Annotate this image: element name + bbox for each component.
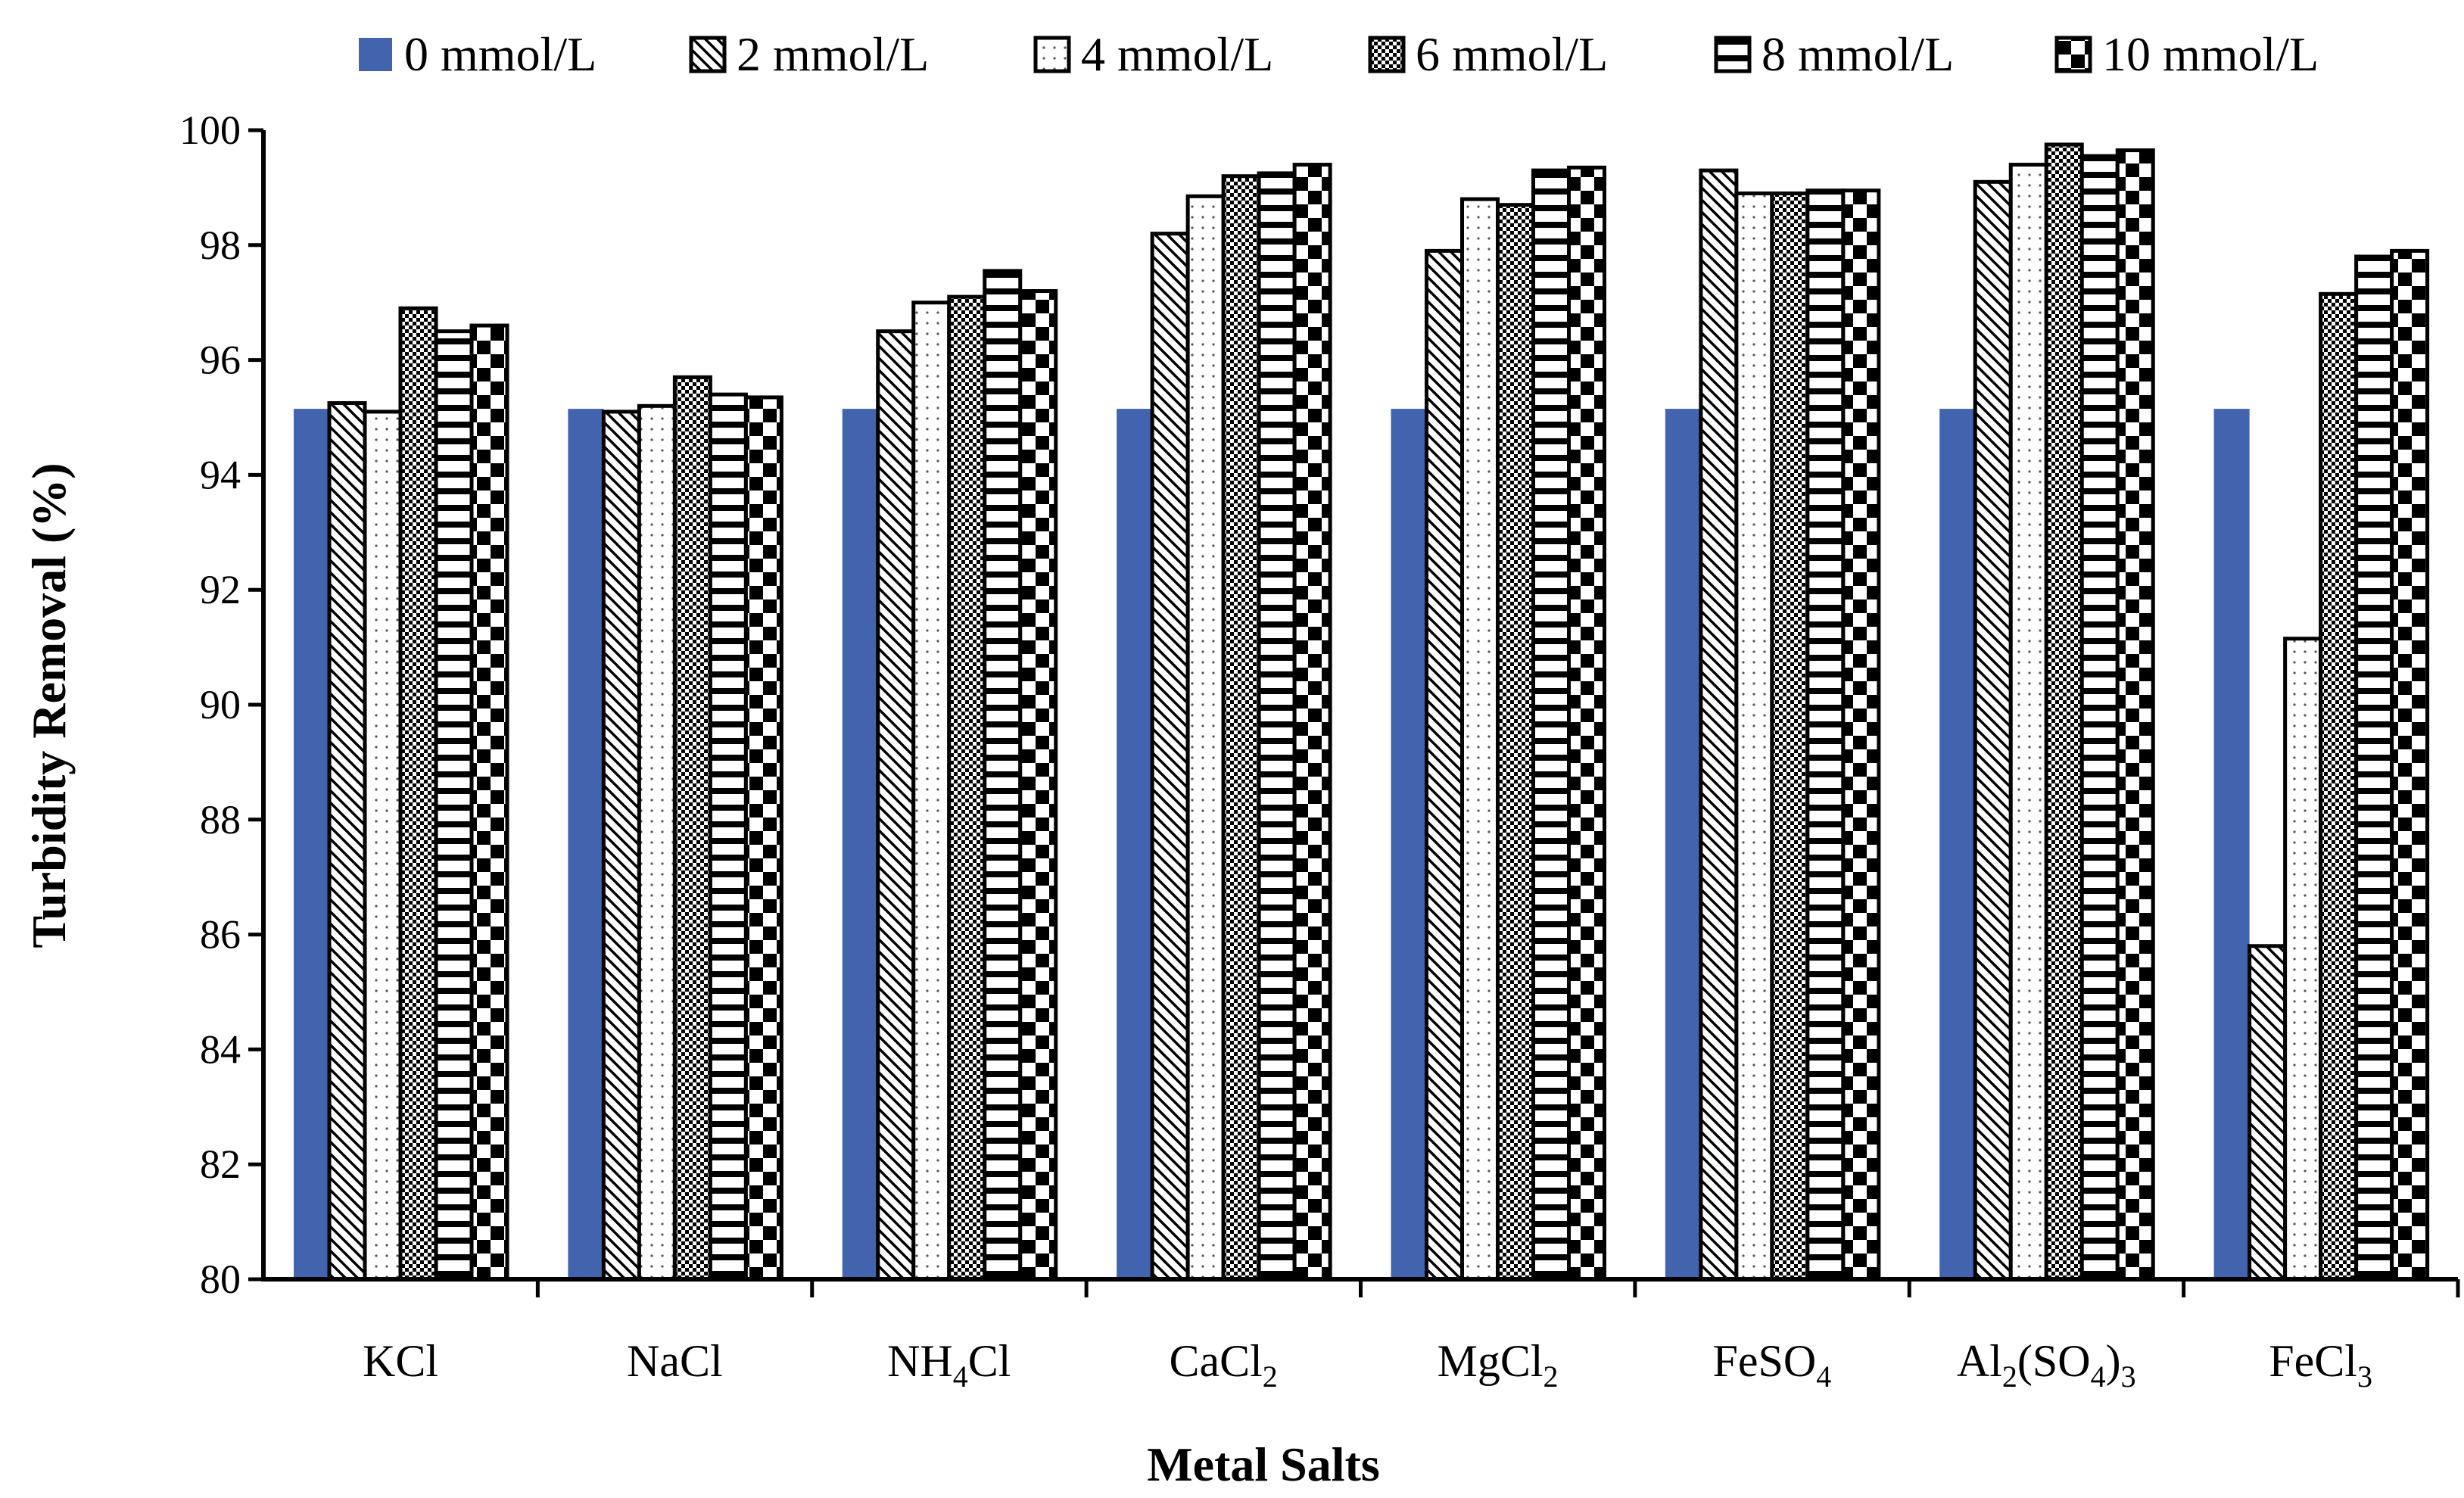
legend-label-6-mmol-l: 6 mmol/L: [1416, 27, 1608, 81]
legend-label-10-mmol-l: 10 mmol/L: [2102, 27, 2319, 81]
x-tick-labels: KCl NaCl NH4Cl CaCl2 MgCl2 FeSO4 Al2(SO4)3 FeCl…: [363, 1279, 2460, 1394]
bar-nh4cl-4-mmol-l: [911, 301, 952, 1282]
x-tick-label-fecl3: FeCl3: [2269, 1336, 2372, 1394]
bar-al2-so4-3-0-mmol-l: [1939, 409, 1976, 1279]
bar-fecl3-0-mmol-l: [2213, 409, 2250, 1279]
x-axis-title: Metal Salts: [1147, 1437, 1380, 1491]
y-tick-label: 96: [200, 338, 241, 383]
y-tick-label: 90: [200, 682, 241, 727]
legend-label-0-mmol-l: 0 mmol/L: [404, 27, 597, 81]
bar-al2-so4-3-6-mmol-l: [2044, 142, 2084, 1282]
bar-nacl-6-mmol-l: [672, 375, 712, 1282]
y-tick-label: 84: [200, 1026, 241, 1072]
bar-fecl3-6-mmol-l: [2319, 291, 2359, 1282]
bar-kcl-2-mmol-l: [327, 401, 367, 1282]
bar-al2-so4-3-10-mmol-l: [2115, 148, 2155, 1282]
bar-nacl-8-mmol-l: [708, 392, 748, 1282]
y-tick-label: 80: [200, 1257, 241, 1302]
y-tick-label: 98: [200, 223, 241, 268]
y-ticks: 80 82 84 86 88 90 92 94 96 98 100: [179, 107, 263, 1302]
bar-mgcl2-8-mmol-l: [1531, 168, 1571, 1282]
bar-nh4cl-6-mmol-l: [947, 294, 987, 1282]
bar-nacl-10-mmol-l: [743, 395, 783, 1282]
bar-fecl3-4-mmol-l: [2283, 637, 2323, 1282]
y-tick-label: 86: [200, 912, 241, 958]
y-tick-label: 94: [200, 452, 241, 497]
legend-swatch-4-mmol-l: [1033, 36, 1071, 73]
bar-feso4-2-mmol-l: [1699, 168, 1739, 1282]
bar-nh4cl-0-mmol-l: [842, 409, 878, 1279]
bar-nacl-0-mmol-l: [568, 409, 604, 1279]
bar-nacl-4-mmol-l: [637, 403, 677, 1282]
legend-label-2-mmol-l: 2 mmol/L: [737, 27, 929, 81]
legend-label-4-mmol-l: 4 mmol/L: [1081, 27, 1273, 81]
bars-group: [294, 142, 2430, 1282]
bar-mgcl2-6-mmol-l: [1496, 203, 1535, 1282]
legend-swatch-2-mmol-l: [689, 36, 727, 73]
y-axis-title: Turbidity Removal (%): [22, 462, 76, 948]
bar-nh4cl-2-mmol-l: [876, 329, 916, 1282]
bar-fecl3-2-mmol-l: [2248, 944, 2288, 1282]
bar-feso4-6-mmol-l: [1770, 191, 1810, 1282]
bar-mgcl2-4-mmol-l: [1460, 197, 1500, 1282]
x-tick-label-al2-so4-3: Al2(SO4)3: [1957, 1336, 2136, 1394]
bar-feso4-4-mmol-l: [1734, 191, 1774, 1282]
y-tick-label: 82: [200, 1141, 241, 1187]
bar-kcl-8-mmol-l: [434, 329, 474, 1282]
bar-cacl2-8-mmol-l: [1257, 171, 1297, 1282]
bar-feso4-8-mmol-l: [1805, 188, 1846, 1282]
x-tick-label-kcl: KCl: [363, 1336, 438, 1386]
bar-fecl3-10-mmol-l: [2390, 248, 2430, 1282]
bar-nh4cl-8-mmol-l: [983, 269, 1023, 1282]
y-tick-label: 88: [200, 797, 241, 842]
legend-label-8-mmol-l: 8 mmol/L: [1762, 27, 1954, 81]
bar-kcl-10-mmol-l: [469, 323, 509, 1282]
bar-cacl2-10-mmol-l: [1292, 163, 1332, 1282]
x-tick-label-mgcl2: MgCl2: [1437, 1336, 1558, 1394]
y-tick-label: 92: [200, 567, 241, 612]
legend-swatch-8-mmol-l: [1714, 36, 1752, 73]
bar-kcl-6-mmol-l: [398, 306, 438, 1282]
bar-cacl2-6-mmol-l: [1221, 174, 1261, 1282]
bar-mgcl2-0-mmol-l: [1391, 409, 1427, 1279]
bar-nacl-2-mmol-l: [601, 410, 641, 1282]
bar-feso4-10-mmol-l: [1841, 188, 1881, 1282]
bar-feso4-0-mmol-l: [1665, 409, 1701, 1279]
bar-al2-so4-3-8-mmol-l: [2079, 154, 2120, 1282]
legend-swatch-6-mmol-l: [1368, 36, 1406, 73]
x-tick-label-feso4: FeSO4: [1713, 1336, 1832, 1394]
x-tick-label-nacl: NaCl: [627, 1336, 723, 1386]
x-tick-label-cacl2: CaCl2: [1169, 1336, 1277, 1394]
bar-cacl2-0-mmol-l: [1117, 409, 1153, 1279]
bar-fecl3-8-mmol-l: [2354, 254, 2394, 1282]
bar-nh4cl-10-mmol-l: [1018, 289, 1058, 1282]
legend: 0 mmol/L 2 mmol/L 4 mmol/L 6 mmol/L 8 mmol/L…: [359, 27, 2319, 81]
y-tick-label: 100: [179, 107, 241, 153]
bar-mgcl2-10-mmol-l: [1567, 165, 1606, 1282]
bar-kcl-0-mmol-l: [294, 409, 329, 1279]
bar-cacl2-4-mmol-l: [1185, 194, 1226, 1282]
bar-al2-so4-3-2-mmol-l: [1973, 179, 2013, 1282]
bar-al2-so4-3-4-mmol-l: [2008, 163, 2048, 1282]
legend-swatch-10-mmol-l: [2054, 36, 2092, 73]
bar-kcl-4-mmol-l: [363, 410, 403, 1282]
bar-mgcl2-2-mmol-l: [1425, 248, 1464, 1282]
x-tick-label-nh4cl: NH4Cl: [887, 1336, 1011, 1394]
legend-swatch-0-mmol-l: [359, 38, 392, 71]
bar-cacl2-2-mmol-l: [1150, 232, 1190, 1282]
